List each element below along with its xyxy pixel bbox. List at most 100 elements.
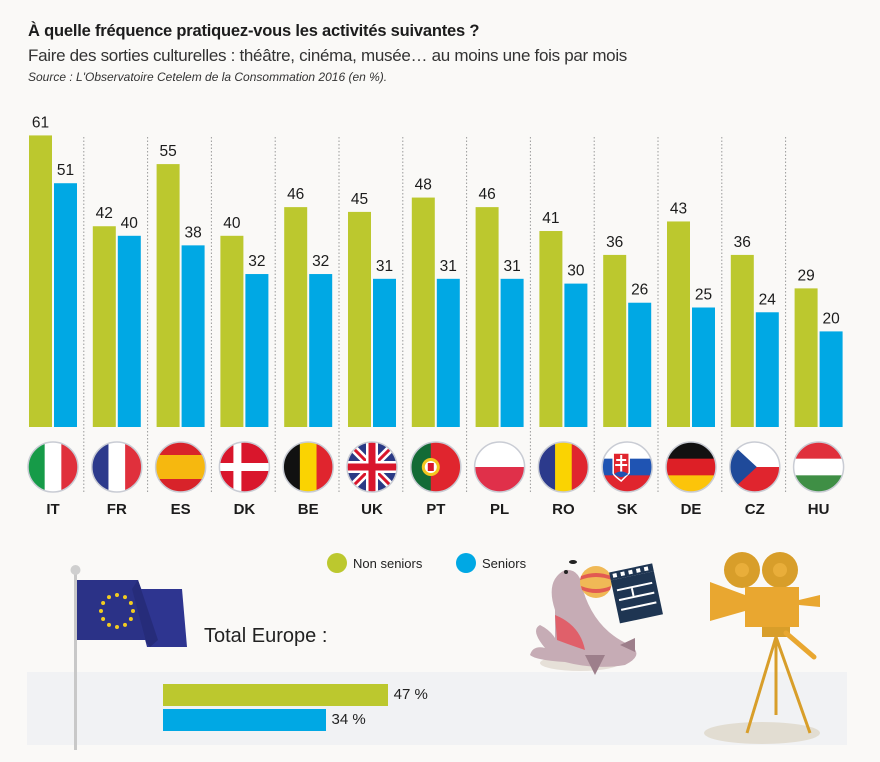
eu-star [101,601,106,605]
eu-star [123,622,127,627]
eu-star [99,609,103,613]
data-label: 38 [184,224,201,241]
data-label: 40 [223,215,241,232]
bar-non-seniors-de [667,221,690,427]
bar-non-seniors-cz [730,254,754,427]
data-label: 31 [376,258,393,275]
film-camera-icon [704,552,820,744]
country-label: FR [107,501,127,518]
flag-fr-icon [91,441,143,493]
data-label: 43 [670,200,687,217]
flag-es-icon [154,441,207,493]
eu-star [107,622,111,627]
data-label: 31 [440,258,457,275]
country-label: ES [171,501,191,518]
country-label: DE [681,501,702,518]
bar-non-seniors-it [29,135,52,428]
country-label: PT [426,501,445,518]
total-value-non-seniors: 47 % [393,686,428,703]
chart-subtitle: Faire des sorties culturelles : théâtre,… [28,46,628,65]
eu-star [115,593,119,597]
country-label: IT [46,501,59,518]
eu-flag-icon [70,565,187,750]
eu-star [131,609,135,613]
data-label: 36 [734,234,751,251]
country-label: RO [552,501,575,518]
bar-seniors-pt [436,278,460,427]
flag-pl-icon [473,441,526,493]
country-label: UK [361,501,383,518]
flag-uk-icon [346,441,398,493]
data-label: 46 [478,186,495,203]
data-label: 26 [631,282,648,299]
data-label: 41 [542,210,559,227]
bar-seniors-ro [564,283,588,427]
bar-chart: 61 51 42 40 55 38 40 32 46 32 45 31 48 31 46 31 41 30 36 26… [27,114,845,518]
flag-sk-icon [601,441,653,493]
country-label: SK [617,501,638,518]
eu-star [107,595,111,600]
eu-star [128,601,133,605]
seal-illustration-icon [530,560,637,675]
flag-be-icon [282,441,334,493]
data-label: 36 [606,234,623,251]
eu-star [115,625,119,629]
flag-pt-icon [410,441,462,493]
bar-non-seniors-pt [411,197,435,427]
clapperboard-icon [609,563,663,624]
data-label: 20 [822,310,840,327]
bar-non-seniors-dk [220,235,244,427]
bar-non-seniors-ro [539,231,563,427]
eu-star [128,617,133,621]
legend-label: Non seniors [353,555,423,571]
data-label: 32 [312,253,329,270]
bar-non-seniors-hu [794,288,818,427]
bar-seniors-fr [117,235,141,427]
bar-seniors-uk [373,278,396,427]
legend-swatch-non-seniors [327,553,347,573]
data-label: 45 [351,191,368,208]
data-label: 48 [415,177,432,194]
flag-ro-icon [537,441,590,493]
data-label: 55 [159,143,176,160]
data-label: 29 [797,267,814,284]
eu-star [101,617,106,621]
data-label: 51 [57,162,74,179]
data-label: 24 [759,291,777,308]
total-value-seniors: 34 % [331,711,366,728]
chart-title: À quelle fréquence pratiquez-vous les ac… [28,22,480,40]
data-label: 61 [32,114,49,131]
bar-seniors-sk [628,302,652,427]
bar-seniors-be [309,274,333,427]
chart-source: Source : L'Observatoire Cetelem de la Co… [28,70,388,84]
data-label: 46 [287,186,304,203]
country-label: BE [298,501,319,518]
bar-seniors-hu [819,331,843,427]
flag-dk-icon [218,441,271,493]
bar-non-seniors-be [284,207,308,427]
bar-seniors-it [54,183,77,427]
bar-non-seniors-uk [348,211,371,427]
data-label: 31 [503,258,520,275]
total-bar-seniors [163,709,326,731]
data-label: 25 [695,287,712,304]
flag-it-icon [27,441,79,493]
bar-seniors-pl [500,278,524,427]
data-label: 40 [121,215,139,232]
legend-swatch-seniors [456,553,476,573]
bar-non-seniors-fr [92,226,116,427]
bar-seniors-de [692,307,715,427]
country-label: DK [234,501,256,518]
legend-item-seniors: Seniors [456,553,526,573]
total-bar-non-seniors [163,684,388,706]
flag-de-icon [665,441,717,493]
bar-non-seniors-pl [475,207,499,427]
bar-seniors-dk [245,274,269,427]
eu-star [123,595,127,600]
legend-item-non-seniors: Non seniors [327,553,422,573]
flag-hu-icon [792,441,845,493]
data-label: 30 [567,263,585,280]
bar-seniors-es [181,245,205,427]
total-europe-label: Total Europe : [204,625,328,647]
country-label: CZ [745,501,765,518]
